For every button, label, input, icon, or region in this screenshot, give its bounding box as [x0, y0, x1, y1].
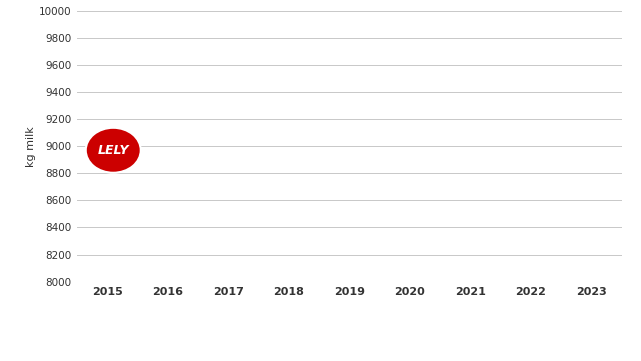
- Y-axis label: kg milk: kg milk: [26, 126, 36, 166]
- Ellipse shape: [86, 128, 141, 173]
- Text: LELY: LELY: [97, 144, 129, 157]
